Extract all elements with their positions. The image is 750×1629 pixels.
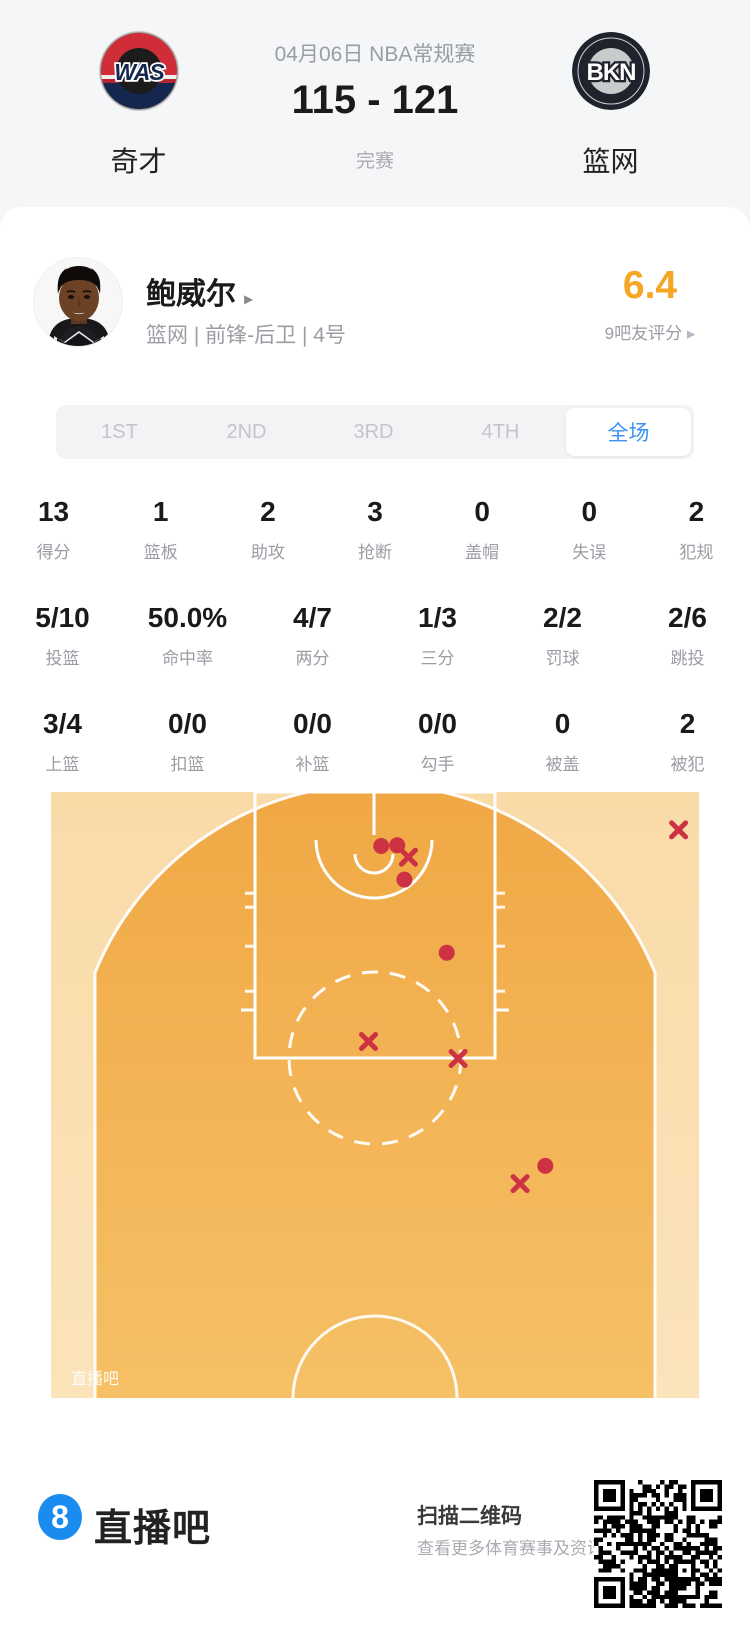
svg-text:直播吧: 直播吧 xyxy=(71,1370,119,1388)
svg-text:BKN: BKN xyxy=(587,59,636,86)
svg-text:WAS: WAS xyxy=(114,59,165,85)
